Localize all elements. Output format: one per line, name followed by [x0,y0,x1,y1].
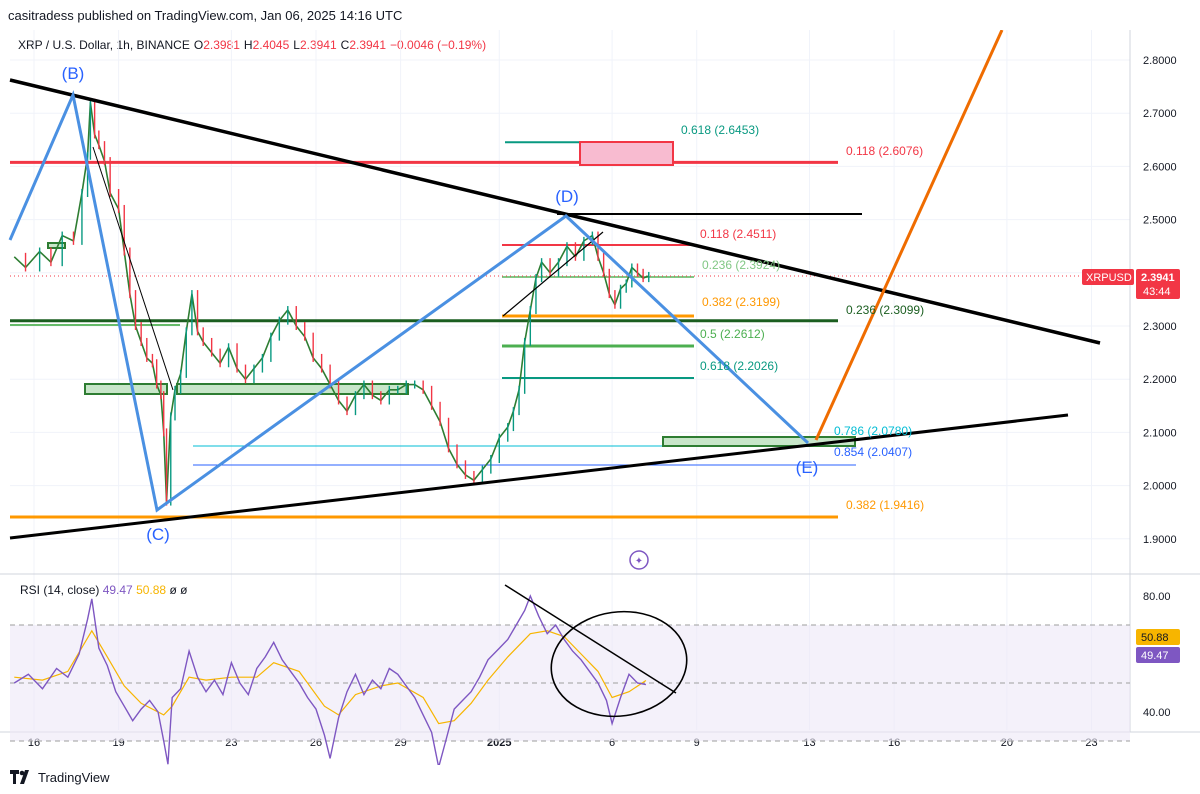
tradingview-brand: TradingView [38,770,110,785]
demand-box [177,384,408,394]
fib-level-label: 0.854 (2.0407) [834,445,912,459]
price-axis-tick-label: 2.2000 [1143,374,1177,386]
fib-level-label: 0.786 (2.0780) [834,424,912,438]
fib-level-label: 0.236 (2.3099) [846,303,924,317]
wave-label: (D) [555,187,579,206]
footer: TradingView [10,767,110,787]
price-axis-tick-label: 1.9000 [1143,534,1177,546]
wave-label: (C) [146,525,170,544]
price-axis-tick-label: 2.1000 [1143,427,1177,439]
price-chart-svg[interactable]: 2.80002.70002.60002.50002.40002.30002.20… [0,30,1200,765]
fib-level-label: 0.618 (2.6453) [681,123,759,137]
rsi-value-tag-label: 49.47 [1141,650,1169,662]
tradingview-logo-icon [10,770,32,784]
rsi-axis-tick-label: 40.00 [1143,707,1171,719]
fib-level-label: 0.118 (2.4511) [700,227,776,241]
wave-label: (E) [796,458,819,477]
small-downtrend-line [93,147,173,390]
projection-line [816,30,1002,440]
fib-level-label: 0.618 (2.2026) [700,359,778,373]
chart-star-glyph: ✦ [635,556,643,567]
publisher-line: casitradess published on TradingView.com… [8,8,402,23]
rsi-title: RSI (14, close) [20,583,103,597]
fib-level-label: 0.5 (2.2612) [700,327,765,341]
rsi-legend: RSI (14, close) 49.47 50.88 ø ø [20,583,188,597]
demand-box [663,437,855,446]
demand-box [85,384,167,394]
price-axis-tick-label: 2.8000 [1143,55,1177,67]
upper-trendline [10,80,1100,343]
chart-area[interactable]: 2.80002.70002.60002.50002.40002.30002.20… [0,30,1200,765]
fib-level-label: 0.236 (2.3924) [702,258,780,272]
rsi-ma-value: 50.88 [136,583,169,597]
rsi-value: 49.47 [103,583,136,597]
elliott-wave-path [10,95,808,510]
rsi-ma-tag-label: 50.88 [1141,632,1169,644]
fib-level-label: 0.382 (2.3199) [702,295,780,309]
price-axis-tick-label: 2.3000 [1143,321,1177,333]
price-axis-tick-label: 2.7000 [1143,108,1177,120]
price-axis-tick-label: 2.5000 [1143,215,1177,227]
fib-level-label: 0.382 (1.9416) [846,498,924,512]
rsi-extra-values: ø ø [169,583,188,597]
rsi-axis-tick-label: 80.00 [1143,591,1171,603]
countdown-label: 43:44 [1143,286,1171,298]
price-axis-tick-label: 2.6000 [1143,161,1177,173]
price-axis-tick-label: 2.0000 [1143,481,1177,493]
fib-level-label: 0.118 (2.6076) [846,144,923,158]
wave-label: (B) [62,64,85,83]
symbol-tag-label: XRPUSD [1086,272,1132,284]
current-price-label: 2.3941 [1141,272,1175,284]
resistance-box [580,142,673,165]
